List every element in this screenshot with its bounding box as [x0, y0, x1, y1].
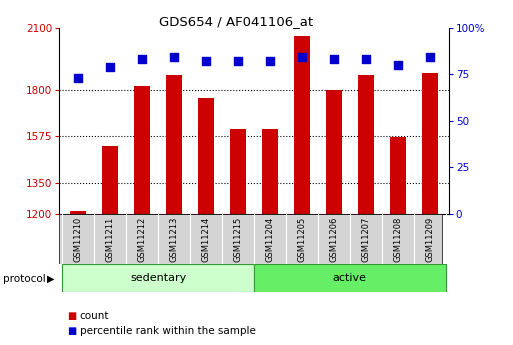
Point — [362, 57, 370, 62]
Text: GSM11206: GSM11206 — [329, 216, 339, 262]
Text: sedentary: sedentary — [130, 273, 186, 283]
Bar — [358, 75, 374, 214]
Point — [393, 62, 402, 68]
Bar — [326, 90, 342, 214]
Bar — [62, 264, 254, 292]
Text: GSM11210: GSM11210 — [74, 216, 83, 262]
Text: count: count — [80, 311, 109, 321]
Text: GSM11205: GSM11205 — [298, 216, 306, 262]
Bar — [390, 137, 406, 214]
Point — [234, 58, 242, 64]
Text: GSM11211: GSM11211 — [106, 216, 114, 262]
Bar — [230, 129, 246, 214]
Point — [426, 55, 434, 60]
Bar — [422, 73, 438, 214]
Text: ▶: ▶ — [47, 274, 54, 284]
Bar — [166, 75, 182, 214]
Bar — [102, 146, 118, 214]
Text: GSM11207: GSM11207 — [361, 216, 370, 262]
Point — [298, 55, 306, 60]
Text: GSM11214: GSM11214 — [202, 216, 210, 262]
Text: GSM11204: GSM11204 — [265, 216, 274, 262]
Bar — [254, 264, 446, 292]
Text: GSM11208: GSM11208 — [393, 216, 402, 262]
Bar — [262, 129, 278, 214]
Point — [170, 55, 178, 60]
Point — [106, 64, 114, 69]
Text: ■: ■ — [67, 311, 76, 321]
Point — [330, 57, 338, 62]
Text: active: active — [333, 273, 367, 283]
Text: GSM11212: GSM11212 — [137, 216, 147, 262]
Bar — [294, 36, 310, 214]
Bar — [198, 98, 214, 214]
Text: GDS654 / AF041106_at: GDS654 / AF041106_at — [159, 16, 313, 29]
Text: percentile rank within the sample: percentile rank within the sample — [80, 326, 255, 336]
Text: GSM11213: GSM11213 — [169, 216, 179, 262]
Bar — [134, 86, 150, 214]
Point — [138, 57, 146, 62]
Text: protocol: protocol — [3, 274, 45, 284]
Point — [266, 58, 274, 64]
Text: ■: ■ — [67, 326, 76, 336]
Point — [202, 58, 210, 64]
Text: GSM11209: GSM11209 — [425, 216, 434, 262]
Text: GSM11215: GSM11215 — [233, 216, 243, 262]
Bar — [70, 211, 86, 214]
Point — [74, 75, 82, 81]
